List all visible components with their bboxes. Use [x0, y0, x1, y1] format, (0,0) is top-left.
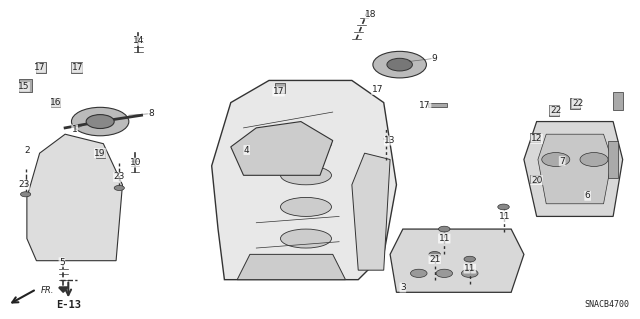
Polygon shape [237, 254, 346, 280]
Circle shape [387, 58, 412, 71]
Text: 23: 23 [113, 172, 125, 182]
Circle shape [429, 251, 440, 257]
Circle shape [498, 204, 509, 210]
Text: 11: 11 [464, 264, 476, 273]
Polygon shape [538, 134, 612, 204]
Bar [36, 62, 46, 73]
Text: 11: 11 [438, 234, 450, 243]
Bar [531, 133, 540, 142]
Text: 17: 17 [34, 63, 45, 72]
Bar [96, 149, 104, 158]
Polygon shape [59, 287, 68, 292]
Text: 17: 17 [372, 85, 383, 94]
Text: SNACB4700: SNACB4700 [584, 300, 629, 309]
Text: 21: 21 [429, 255, 440, 263]
Text: 15: 15 [18, 82, 29, 91]
Circle shape [461, 269, 478, 278]
Text: 22: 22 [572, 99, 584, 108]
Text: E-13: E-13 [56, 300, 81, 310]
Circle shape [464, 256, 476, 262]
Text: 14: 14 [132, 36, 144, 45]
Bar [608, 141, 618, 178]
Text: 18: 18 [365, 10, 377, 19]
Text: 8: 8 [148, 109, 154, 118]
Text: 4: 4 [244, 145, 250, 154]
Bar [19, 79, 32, 92]
Text: 17: 17 [419, 101, 431, 110]
Circle shape [541, 152, 570, 167]
Ellipse shape [280, 134, 332, 153]
Circle shape [114, 185, 124, 190]
Polygon shape [231, 122, 333, 175]
Text: 17: 17 [273, 87, 284, 96]
Circle shape [373, 51, 426, 78]
Circle shape [72, 107, 129, 136]
Polygon shape [27, 134, 122, 261]
Bar [51, 99, 60, 107]
Circle shape [580, 152, 608, 167]
Text: 23: 23 [18, 180, 29, 189]
Text: 5: 5 [59, 258, 65, 267]
Circle shape [86, 115, 114, 129]
Bar [72, 62, 82, 73]
Bar [275, 83, 285, 93]
Text: 17: 17 [72, 63, 84, 72]
Bar [570, 98, 580, 109]
Text: FR.: FR. [41, 286, 54, 295]
Circle shape [436, 269, 452, 278]
Polygon shape [212, 80, 396, 280]
Text: 22: 22 [550, 106, 561, 115]
Text: 2: 2 [24, 145, 29, 154]
Polygon shape [524, 122, 623, 216]
Text: 9: 9 [432, 54, 438, 63]
Text: 11: 11 [499, 212, 511, 221]
Text: 1: 1 [72, 125, 77, 134]
Text: 13: 13 [385, 136, 396, 145]
Bar [613, 92, 623, 110]
Text: 19: 19 [95, 149, 106, 158]
Ellipse shape [280, 166, 332, 185]
Circle shape [438, 226, 450, 232]
Text: 12: 12 [531, 134, 542, 144]
Ellipse shape [280, 197, 332, 216]
Text: 10: 10 [129, 158, 141, 167]
Polygon shape [390, 229, 524, 292]
Text: 7: 7 [559, 157, 565, 166]
Text: 16: 16 [50, 98, 61, 107]
Text: 3: 3 [400, 283, 406, 292]
Text: 20: 20 [531, 175, 542, 185]
Circle shape [410, 269, 427, 278]
Text: 6: 6 [585, 191, 591, 200]
Bar [548, 105, 559, 116]
Bar [428, 103, 447, 107]
Polygon shape [352, 153, 390, 270]
Bar [531, 175, 539, 183]
Circle shape [20, 192, 31, 197]
Ellipse shape [280, 229, 332, 248]
